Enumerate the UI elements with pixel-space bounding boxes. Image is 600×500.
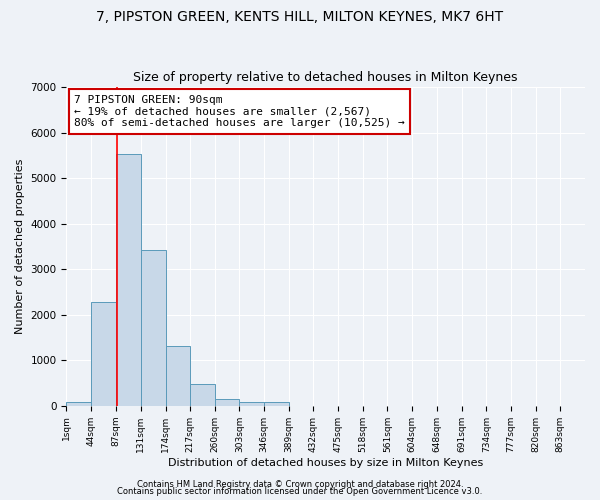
Bar xyxy=(116,154,141,406)
Text: Contains HM Land Registry data © Crown copyright and database right 2024.: Contains HM Land Registry data © Crown c… xyxy=(137,480,463,489)
Bar xyxy=(215,398,239,406)
X-axis label: Distribution of detached houses by size in Milton Keynes: Distribution of detached houses by size … xyxy=(168,458,484,468)
Text: 7, PIPSTON GREEN, KENTS HILL, MILTON KEYNES, MK7 6HT: 7, PIPSTON GREEN, KENTS HILL, MILTON KEY… xyxy=(97,10,503,24)
Bar xyxy=(91,302,116,406)
Y-axis label: Number of detached properties: Number of detached properties xyxy=(15,159,25,334)
Text: Contains public sector information licensed under the Open Government Licence v3: Contains public sector information licen… xyxy=(118,487,482,496)
Bar xyxy=(239,402,264,406)
Bar xyxy=(264,402,289,406)
Bar xyxy=(166,346,190,406)
Bar xyxy=(190,384,215,406)
Title: Size of property relative to detached houses in Milton Keynes: Size of property relative to detached ho… xyxy=(133,72,518,85)
Bar xyxy=(141,250,166,406)
Text: 7 PIPSTON GREEN: 90sqm
← 19% of detached houses are smaller (2,567)
80% of semi-: 7 PIPSTON GREEN: 90sqm ← 19% of detached… xyxy=(74,95,405,128)
Bar xyxy=(67,402,91,406)
